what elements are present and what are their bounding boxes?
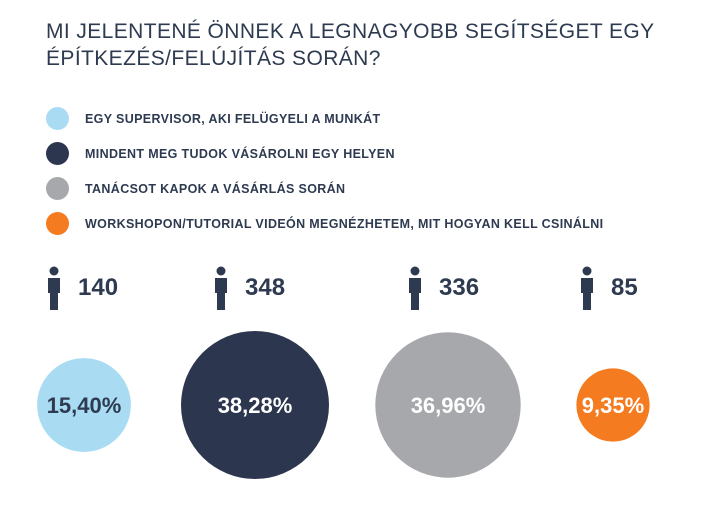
title-line-1: MI JELENTENÉ ÖNNEK A LEGNAGYOBB SEGÍTSÉG… [46, 20, 655, 43]
person-icon [48, 266, 60, 310]
legend-item-advice: TANÁCSOT KAPOK A VÁSÁRLÁS SORÁN [46, 171, 604, 206]
legend-swatch-navy [46, 142, 69, 165]
bubble-one-place [181, 331, 329, 479]
legend-swatch-gray [46, 177, 69, 200]
legend-label: WORKSHOPON/TUTORIAL VIDEÓN MEGNÉZHETEM, … [85, 216, 604, 231]
count-group-advice: 336 [407, 266, 479, 310]
count-value: 85 [611, 274, 638, 301]
legend-label: TANÁCSOT KAPOK A VÁSÁRLÁS SORÁN [85, 181, 346, 196]
count-value: 348 [245, 274, 286, 301]
bubble-supervisor [37, 358, 131, 452]
bubble-advice [375, 332, 521, 478]
count-value: 336 [439, 274, 480, 301]
legend: EGY SUPERVISOR, AKI FELÜGYELI A MUNKÁT M… [46, 101, 604, 241]
bubble-label-one-place: 38,28% [218, 393, 293, 418]
legend-swatch-light-blue [46, 107, 69, 130]
chart-title: MI JELENTENÉ ÖNNEK A LEGNAGYOBB SEGÍTSÉG… [46, 18, 686, 72]
bubble-label-advice: 36,96% [411, 393, 486, 418]
bubble-workshop [576, 368, 650, 442]
person-icon [409, 266, 421, 310]
legend-label: EGY SUPERVISOR, AKI FELÜGYELI A MUNKÁT [85, 111, 381, 126]
legend-swatch-orange [46, 212, 69, 235]
count-group-workshop: 85 [579, 266, 638, 310]
legend-label: MINDENT MEG TUDOK VÁSÁROLNI EGY HELYEN [85, 146, 395, 161]
person-icon [581, 266, 593, 310]
legend-item-one-place: MINDENT MEG TUDOK VÁSÁROLNI EGY HELYEN [46, 136, 604, 171]
title-line-2: ÉPÍTKEZÉS/FELÚJÍTÁS SORÁN? [46, 47, 381, 70]
bubble-label-workshop: 9,35% [582, 393, 644, 418]
count-group-supervisor: 140 [46, 266, 118, 310]
person-icon [215, 266, 227, 310]
bubble-label-supervisor: 15,40% [47, 393, 122, 418]
legend-item-workshop: WORKSHOPON/TUTORIAL VIDEÓN MEGNÉZHETEM, … [46, 206, 604, 241]
count-value: 140 [78, 274, 119, 301]
legend-item-supervisor: EGY SUPERVISOR, AKI FELÜGYELI A MUNKÁT [46, 101, 604, 136]
count-group-one-place: 348 [213, 266, 285, 310]
